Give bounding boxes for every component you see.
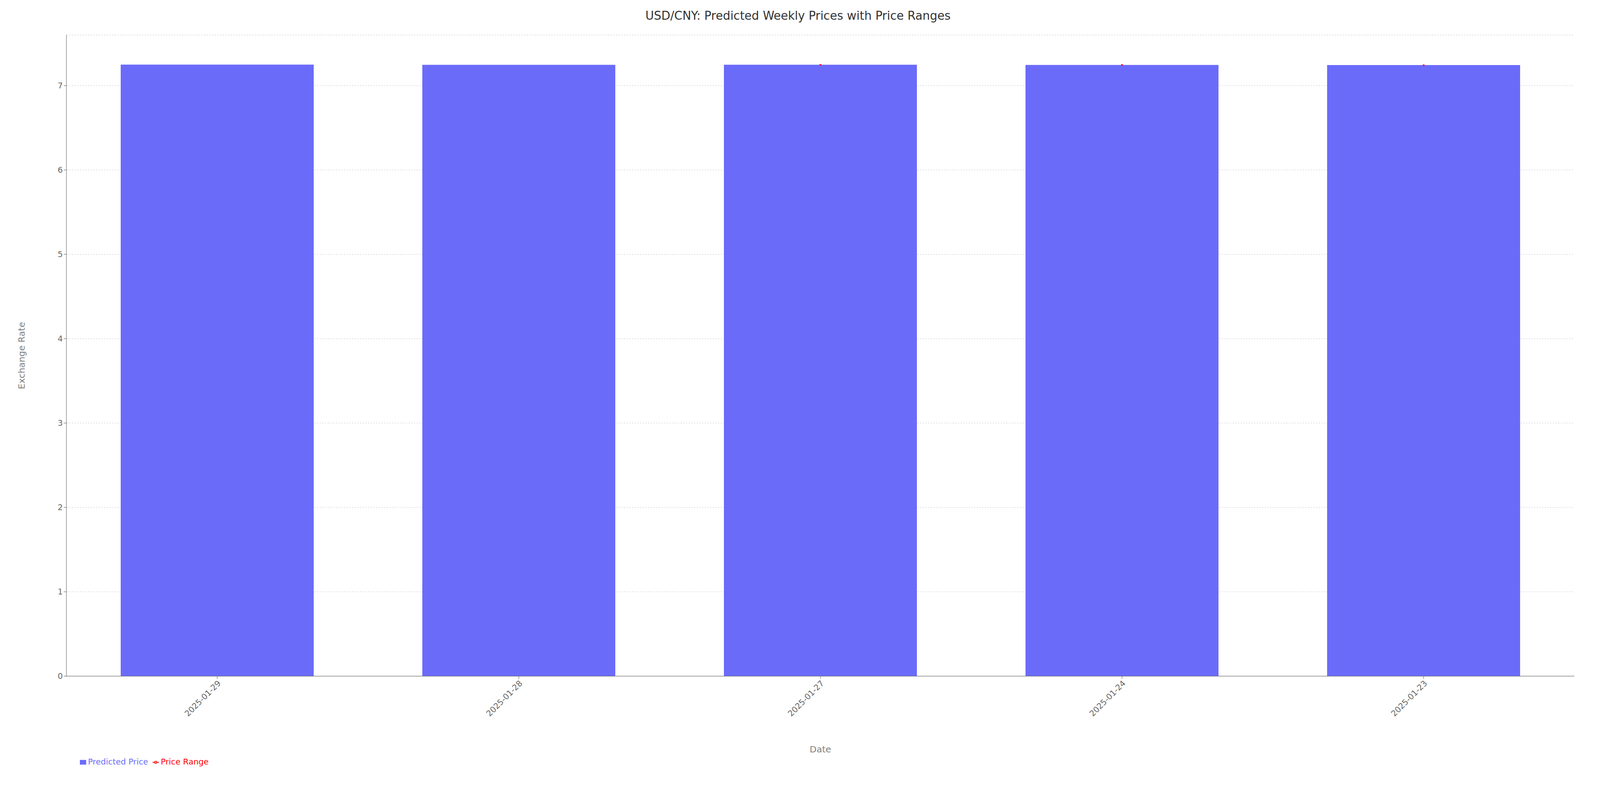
html-text:Price Range: Price Range — [160, 757, 209, 767]
svg-text:7: 7 — [57, 80, 63, 91]
svg-text:Exchange Rate: Exchange Rate — [16, 322, 27, 390]
svg-text:0: 0 — [57, 671, 63, 681]
html-text:USD/CNY: Predicted Weekly Pric: USD/CNY: Predicted Weekly Prices with Pr… — [645, 8, 951, 23]
html-text:Predicted Price: Predicted Price — [87, 757, 149, 767]
svg-text:6: 6 — [57, 165, 63, 175]
svg-text:4: 4 — [57, 333, 63, 344]
svg-text:2025-01-28: 2025-01-28 — [484, 678, 525, 719]
svg-text:2: 2 — [57, 502, 63, 513]
svg-text:2025-01-24: 2025-01-24 — [1087, 678, 1128, 719]
svg-text:2025-01-29: 2025-01-29 — [182, 678, 223, 719]
svg-text:3: 3 — [57, 418, 63, 428]
svg-text:2025-01-27: 2025-01-27 — [785, 678, 826, 719]
svg-text:5: 5 — [57, 249, 63, 259]
svg-text:2025-01-23: 2025-01-23 — [1389, 678, 1430, 719]
svg-text:1: 1 — [57, 587, 63, 597]
svg-text:Date: Date — [809, 744, 832, 755]
